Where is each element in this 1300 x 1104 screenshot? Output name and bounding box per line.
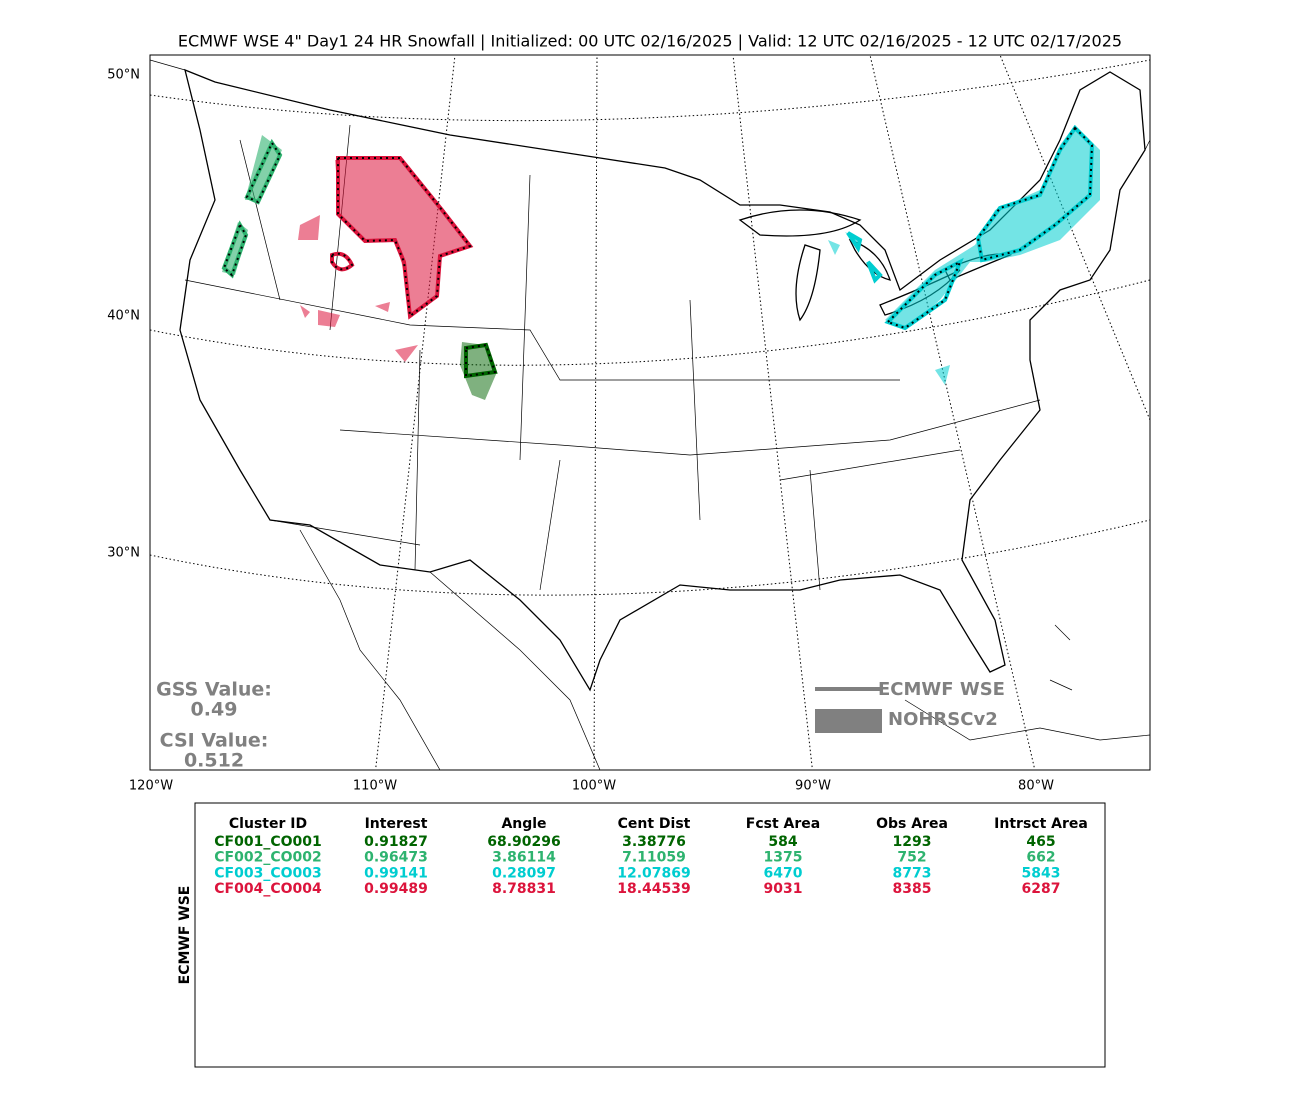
table-cell: 752 bbox=[897, 850, 926, 866]
table-cell: 12.07869 bbox=[617, 865, 691, 881]
graticule bbox=[150, 519, 1150, 596]
table-cell: 465 bbox=[1026, 834, 1055, 850]
lon-label: 90°W bbox=[795, 779, 831, 794]
graticule bbox=[999, 55, 1150, 421]
table-cell: 0.28097 bbox=[492, 865, 556, 881]
table-cell: 68.90296 bbox=[487, 834, 561, 850]
lon-label: 100°W bbox=[572, 779, 616, 794]
lon-label: 110°W bbox=[353, 779, 397, 794]
table-cell: 0.99141 bbox=[364, 865, 428, 881]
coast bbox=[904, 624, 1150, 741]
table-cell: 3.38776 bbox=[622, 834, 686, 850]
table-side-label: ECMWF WSE bbox=[177, 886, 193, 985]
table-cell: CF001_CO001 bbox=[214, 834, 321, 850]
column-header: Fcst Area bbox=[746, 816, 820, 832]
gss-label: GSS Value: bbox=[156, 679, 272, 701]
graticule bbox=[375, 55, 456, 770]
cluster-green bbox=[221, 135, 283, 279]
table-cell: 0.96473 bbox=[364, 850, 428, 866]
column-header: Cent Dist bbox=[618, 816, 691, 832]
table-cell: 0.99489 bbox=[364, 881, 428, 897]
table-cell: 662 bbox=[1026, 850, 1055, 866]
lat-label: 30°N bbox=[107, 546, 140, 561]
table-cell: 18.44539 bbox=[617, 881, 691, 897]
legend-label: NOHRSCv2 bbox=[888, 709, 998, 730]
table-cell: 3.86114 bbox=[492, 850, 556, 866]
table-cell: 584 bbox=[768, 834, 797, 850]
column-header: Intrsct Area bbox=[994, 816, 1088, 832]
table-cell: 8385 bbox=[893, 881, 932, 897]
table-cell: 6287 bbox=[1022, 881, 1061, 897]
table-cell: 7.11059 bbox=[622, 850, 686, 866]
column-header: Interest bbox=[365, 816, 428, 832]
table-cell: CF003_CO003 bbox=[214, 865, 321, 881]
table-cell: 8773 bbox=[893, 865, 932, 881]
graticule bbox=[869, 55, 1036, 770]
table-cell: 5843 bbox=[1022, 865, 1061, 881]
legend-swatch bbox=[815, 709, 882, 733]
table-cell: 6470 bbox=[764, 865, 803, 881]
column-header: Angle bbox=[501, 816, 546, 832]
lon-label: 80°W bbox=[1018, 779, 1054, 794]
title: ECMWF WSE 4" Day1 24 HR Snowfall | Initi… bbox=[178, 32, 1122, 51]
map: 50°N 40°N 30°N 120°W 110°W 100°W 90°W 80… bbox=[107, 54, 1151, 794]
graticule bbox=[732, 55, 813, 770]
table-cell: 9031 bbox=[764, 881, 803, 897]
graticule bbox=[150, 59, 1150, 122]
table-cell: 1375 bbox=[764, 850, 803, 866]
table-cell: CF002_CO002 bbox=[214, 850, 321, 866]
table-cell: 8.78831 bbox=[492, 881, 556, 897]
gss-value: 0.49 bbox=[191, 699, 238, 721]
map-frame bbox=[149, 54, 1151, 771]
table-frame bbox=[194, 802, 1106, 1068]
graticule bbox=[150, 279, 1150, 366]
csi-label: CSI Value: bbox=[160, 730, 269, 752]
graticule bbox=[593, 55, 598, 770]
state-lines bbox=[184, 124, 1041, 591]
table-cell: 0.91827 bbox=[364, 834, 428, 850]
lon-label: 120°W bbox=[129, 779, 173, 794]
column-header: Cluster ID bbox=[229, 816, 307, 832]
csi-value: 0.512 bbox=[184, 750, 244, 772]
cluster-dark-green bbox=[460, 342, 498, 400]
column-header: Obs Area bbox=[876, 816, 948, 832]
table-cell: 1293 bbox=[893, 834, 932, 850]
lat-label: 40°N bbox=[107, 309, 140, 324]
lat-label: 50°N bbox=[107, 68, 140, 83]
cluster-red bbox=[298, 156, 474, 362]
legend-label: ECMWF WSE bbox=[878, 679, 1005, 700]
cluster-cyan bbox=[828, 124, 1100, 385]
table-cell: CF004_CO004 bbox=[214, 881, 322, 897]
country-outline bbox=[179, 68, 1146, 692]
lakes bbox=[738, 209, 1013, 322]
border bbox=[150, 59, 1150, 770]
stats-table: ECMWF WSE Cluster ID Interest Angle Cent Di… bbox=[177, 802, 1106, 1068]
